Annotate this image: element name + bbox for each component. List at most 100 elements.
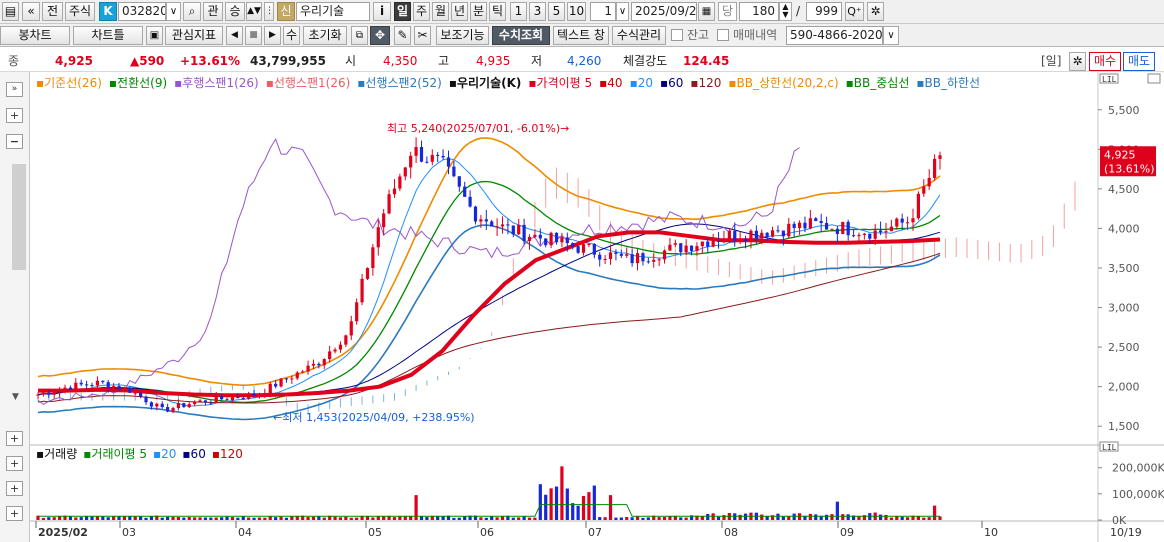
low-annotation: ←최저 1,453(2025/04/09, +238.95%) xyxy=(273,411,475,424)
left-scrollbar[interactable] xyxy=(12,164,26,270)
k-badge[interactable]: K xyxy=(99,2,117,21)
code-dropdown-icon[interactable]: ∨ xyxy=(166,2,181,21)
trade-history-checkbox[interactable] xyxy=(717,29,729,41)
scroll-right-icon[interactable]: ▶ xyxy=(264,26,281,45)
updown-button[interactable]: 승 xyxy=(225,2,245,21)
add-panel-icon[interactable]: + xyxy=(6,108,23,123)
candle-body xyxy=(122,387,127,390)
candle-body xyxy=(657,259,661,261)
crosshair-icon[interactable]: ✥ xyxy=(370,26,390,45)
unit-dropdown-icon[interactable]: ∨ xyxy=(616,2,629,21)
sub-toolbar: 봉차트 차트틀 ▣ 관심지표 ◀ ■ ▶ 수 초기화 ⧉ ✥ ✎ ✂ 보조기능 … xyxy=(0,24,1164,47)
scroll-down-icon[interactable]: ▼ xyxy=(12,392,19,402)
candle-body xyxy=(797,222,802,228)
volume-bar xyxy=(403,516,407,520)
panel-scale-icon[interactable] xyxy=(1099,441,1119,452)
candle-body xyxy=(873,230,877,239)
sell-button[interactable]: 매도 xyxy=(1123,52,1155,71)
stock-name-field[interactable]: 우리기술 xyxy=(296,2,370,21)
volume-bar xyxy=(684,517,688,520)
collapse-icon[interactable]: » xyxy=(6,82,23,97)
menu-icon[interactable]: ▤ xyxy=(2,2,19,21)
period-minute-button[interactable]: 분 xyxy=(470,2,487,21)
candle-body xyxy=(247,393,251,399)
bb-lower-line xyxy=(37,224,941,421)
quote-settings-icon[interactable]: ✲ xyxy=(1069,52,1086,71)
period-year-button[interactable]: 년 xyxy=(451,2,468,21)
numeric-view-button[interactable]: 수치조회 xyxy=(492,26,550,45)
unit-10-button[interactable]: 10 xyxy=(567,2,586,21)
volume-bar xyxy=(457,517,461,520)
count-stepper[interactable]: ▲ ▼ xyxy=(779,2,792,21)
volume-bars xyxy=(36,466,942,520)
add-indicator-icon-2[interactable]: + xyxy=(6,456,23,471)
unit-3-button[interactable]: 3 xyxy=(529,2,546,21)
left-tool-strip: » + − ▼ + + + + xyxy=(0,72,30,542)
unit-5-button[interactable]: 5 xyxy=(548,2,565,21)
candle-body xyxy=(398,176,402,189)
date-input[interactable]: 2025/09/24 xyxy=(631,2,697,21)
period-week-button[interactable]: 주 xyxy=(413,2,430,21)
volume-bar xyxy=(830,514,834,520)
formula-button[interactable]: 수식관리 xyxy=(612,26,666,45)
panel-scale-icon[interactable] xyxy=(1099,73,1119,84)
trade-history-label: 매매내역 xyxy=(733,28,778,42)
unit-value-input[interactable]: 1 xyxy=(590,2,616,21)
total-count-input[interactable]: 999 xyxy=(806,2,842,21)
account-select[interactable]: 590-4866-2020-1 xyxy=(786,26,883,45)
info-icon[interactable]: i xyxy=(373,2,391,21)
volume-bar xyxy=(225,516,229,520)
candle-body xyxy=(328,351,332,360)
nav-up-icon[interactable]: « xyxy=(22,2,40,21)
more-icon[interactable]: ⋮ xyxy=(264,2,274,21)
calendar-icon[interactable]: ▦ xyxy=(698,2,715,21)
sub-function-button[interactable]: 보조기능 xyxy=(436,26,489,45)
candle-body xyxy=(263,393,267,395)
prev-button[interactable]: 전 xyxy=(42,2,63,21)
legend-entry: ▪BB_중심선 xyxy=(846,76,910,90)
volume-bar xyxy=(527,517,532,520)
pencil-icon[interactable]: ✎ xyxy=(394,26,411,45)
remove-panel-icon[interactable]: − xyxy=(6,134,23,149)
candle-body xyxy=(889,226,893,232)
volume-bar xyxy=(862,515,866,520)
legend-entry: ▪40 xyxy=(599,76,622,90)
stock-code-input[interactable]: 032820 xyxy=(118,2,166,21)
chart-frame-button[interactable]: 차트틀 xyxy=(73,26,143,45)
panel-close-icon[interactable] xyxy=(1147,73,1161,84)
reset-button[interactable]: 초기화 xyxy=(303,26,347,45)
count-input[interactable]: 180 xyxy=(739,2,779,21)
stepper-icon[interactable]: ▲▼ xyxy=(246,2,262,21)
related-button[interactable]: 관 xyxy=(203,2,223,21)
buy-button[interactable]: 매수 xyxy=(1089,52,1121,71)
price-chart[interactable]: ▪기준선(26) ▪전환선(9) ▪후행스팬1(26) ▪선행스팬1(26) ▪선행스팬… xyxy=(30,72,1164,542)
volume-bar xyxy=(824,514,829,520)
save-icon[interactable]: ▣ xyxy=(146,26,163,45)
volume-bar xyxy=(382,516,386,520)
balance-checkbox[interactable] xyxy=(671,29,683,41)
scroll-left-icon[interactable]: ◀ xyxy=(226,26,243,45)
stop-icon[interactable]: ■ xyxy=(245,26,262,45)
scissors-icon[interactable]: ✂ xyxy=(414,26,431,45)
candle-chart-button[interactable]: 봉차트 xyxy=(0,26,70,45)
volume-bar xyxy=(635,516,640,520)
period-month-button[interactable]: 월 xyxy=(432,2,449,21)
gear-icon[interactable]: ✲ xyxy=(867,2,884,21)
volume-bar xyxy=(63,515,67,520)
volume-bar xyxy=(139,516,143,520)
numeric-icon[interactable]: 수 xyxy=(283,26,300,45)
period-tick-button[interactable]: 틱 xyxy=(489,2,506,21)
search-icon[interactable]: ⌕ xyxy=(183,2,201,21)
add-indicator-icon-3[interactable]: + xyxy=(6,481,23,496)
period-day-button[interactable]: 일 xyxy=(394,2,411,21)
market-type-button[interactable]: 주식 xyxy=(65,2,95,21)
text-window-button[interactable]: 텍스트 창 xyxy=(553,26,609,45)
add-indicator-icon-1[interactable]: + xyxy=(6,431,23,446)
volume-bar xyxy=(376,516,380,520)
add-indicator-icon-4[interactable]: + xyxy=(6,506,23,521)
layout-icon[interactable]: ⧉ xyxy=(351,26,368,45)
account-dropdown-icon[interactable]: ∨ xyxy=(883,26,899,45)
zoom-icon[interactable]: Q⁺ xyxy=(845,2,864,21)
indicator-button[interactable]: 관심지표 xyxy=(165,26,223,45)
unit-1-button[interactable]: 1 xyxy=(510,2,527,21)
